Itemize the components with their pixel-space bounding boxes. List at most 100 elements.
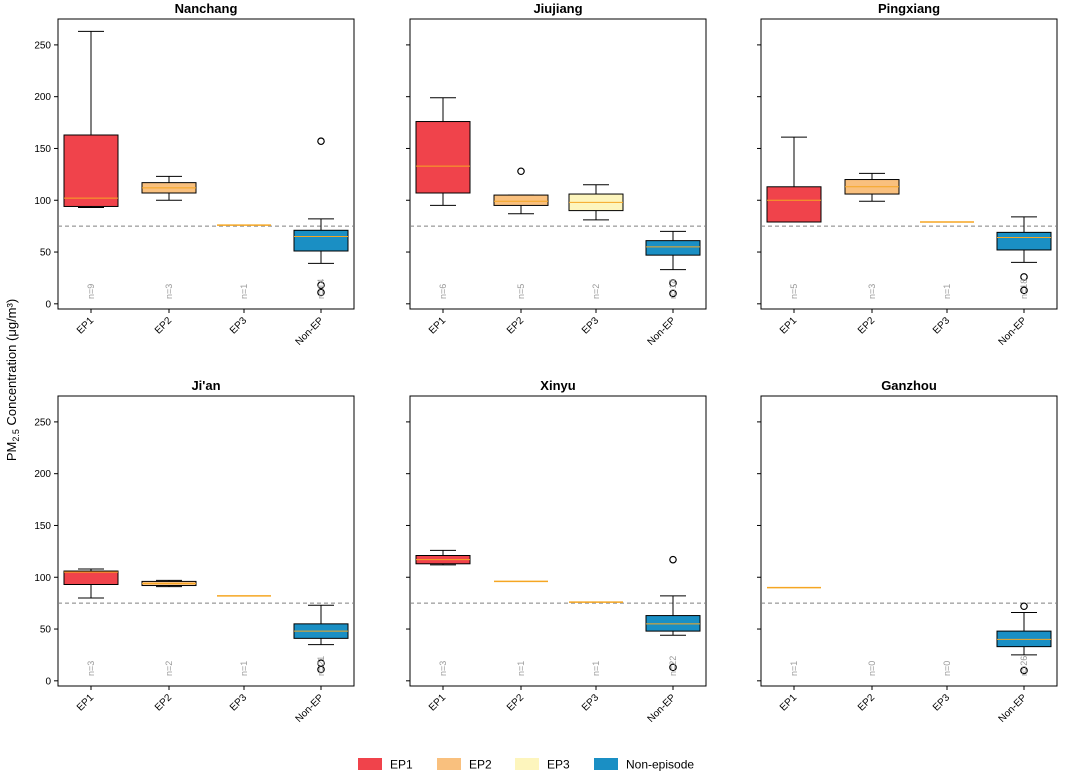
- panel-xinyu: Xinyu EP1 EP2 EP3 Non-EP n=3 n=1 n=1 n=22: [406, 378, 707, 725]
- x-tick-label: EP3: [931, 692, 952, 713]
- box-ep2: n=3: [141, 175, 197, 299]
- n-label: n=21: [316, 656, 326, 676]
- y-tick-label: 250: [34, 40, 51, 51]
- n-label: n=0: [942, 661, 952, 676]
- x-tick-label: EP2: [856, 692, 877, 713]
- x-tick-label: Non-EP: [294, 692, 327, 725]
- box-ep1: n=6: [415, 97, 471, 299]
- x-tick-label: EP1: [427, 315, 448, 336]
- x-tick-label: EP3: [228, 315, 249, 336]
- panel-frame: [409, 395, 707, 687]
- box-body: [293, 229, 349, 252]
- n-label: n=1: [239, 661, 249, 676]
- x-tick-label: Non-EP: [646, 692, 679, 725]
- box-ep1: n=9: [63, 30, 119, 299]
- y-tick-label: 150: [34, 521, 51, 532]
- x-tick-label: EP3: [580, 692, 601, 713]
- n-label: n=3: [438, 661, 448, 676]
- box-body: [645, 615, 701, 632]
- panel-frame: [760, 395, 1058, 687]
- n-label: n=2: [591, 284, 601, 299]
- x-tick-label: EP1: [778, 692, 799, 713]
- panel-frame: [760, 18, 1058, 310]
- panel-jiujiang: Jiujiang EP1 EP2 EP3 Non-EP n=6 n=5 n=2 n=14: [406, 1, 707, 348]
- box-ep2: n=2: [141, 579, 197, 676]
- box-body: [996, 630, 1052, 648]
- x-tick-label: EP2: [153, 692, 174, 713]
- box-ep1: n=5: [766, 136, 822, 299]
- n-label: n=14: [316, 279, 326, 299]
- y-axis-label: PM2.5 Concentration (μg/m³): [4, 299, 21, 461]
- panel-nanchang: Nanchang 0 50 100 150 200 250 EP1 EP2 EP3 Non-EP n=…: [34, 1, 355, 348]
- x-tick-label: Non-EP: [997, 315, 1030, 348]
- n-label: n=5: [789, 284, 799, 299]
- panel-frame: [57, 395, 355, 687]
- y-tick-label: 100: [34, 573, 51, 584]
- n-label: n=14: [668, 279, 678, 299]
- outlier-point: [1020, 286, 1028, 295]
- n-label: n=9: [86, 284, 96, 299]
- x-tick-label: EP3: [580, 315, 601, 336]
- box-non-ep: n=26: [996, 602, 1052, 676]
- legend-label: EP2: [469, 758, 492, 772]
- n-label: n=6: [438, 284, 448, 299]
- x-tick-label: EP1: [75, 692, 96, 713]
- x-tick-label: Non-EP: [294, 315, 327, 348]
- n-label: n=0: [867, 661, 877, 676]
- panel-title: Ganzhou: [881, 378, 937, 393]
- y-tick-label: 50: [40, 248, 52, 259]
- panel-frame: [57, 18, 355, 310]
- x-tick-label: EP1: [778, 315, 799, 336]
- box-ep3: n=1: [569, 601, 623, 676]
- x-tick-label: Non-EP: [646, 315, 679, 348]
- box-ep2: n=1: [494, 580, 548, 676]
- outlier-point: [317, 281, 325, 289]
- box-ep3: n=1: [217, 595, 271, 676]
- box-ep2: n=5: [493, 167, 549, 299]
- x-tick-label: EP1: [75, 315, 96, 336]
- box-body: [493, 194, 549, 206]
- panel-ji-an: Ji'an 0 50 100 150 200 250 EP1 EP2 EP3 Non-EP n=3 n=…: [34, 378, 355, 725]
- box-non-ep: n=14: [293, 137, 349, 299]
- y-tick-label: 0: [45, 299, 51, 310]
- outlier-point: [1020, 666, 1028, 675]
- legend-swatch: [437, 758, 461, 770]
- legend-item-non-episode: Non-episode: [594, 758, 694, 772]
- legend-swatch: [515, 758, 539, 770]
- legend-label: EP1: [390, 758, 413, 772]
- box-ep3: n=1: [920, 221, 974, 299]
- n-label: n=1: [789, 661, 799, 676]
- outlier-point: [669, 289, 677, 298]
- x-tick-label: Non-EP: [997, 692, 1030, 725]
- outlier-point: [317, 288, 325, 297]
- box-ep1: n=3: [63, 568, 119, 676]
- n-label: n=5: [516, 284, 526, 299]
- outlier-point: [317, 137, 325, 146]
- n-label: n=1: [591, 661, 601, 676]
- legend-item-ep3: EP3: [515, 758, 570, 772]
- box-body: [645, 240, 701, 256]
- box-ep1: n=1: [767, 586, 821, 676]
- outlier-point: [1020, 273, 1028, 281]
- legend-label: Non-episode: [626, 758, 694, 772]
- outlier-point: [517, 167, 525, 176]
- n-label: n=3: [867, 284, 877, 299]
- n-label: n=3: [164, 284, 174, 299]
- box-body: [63, 134, 119, 207]
- box-non-ep: n=18: [996, 216, 1052, 299]
- panel-frame: [409, 18, 707, 310]
- box-ep3: n=2: [568, 184, 624, 299]
- outlier-point: [669, 279, 677, 287]
- y-tick-label: 100: [34, 196, 51, 207]
- panel-pingxiang: Pingxiang EP1 EP2 EP3 Non-EP n=5 n=3 n=1 n=18: [757, 1, 1058, 348]
- box-body: [996, 231, 1052, 251]
- n-label: n=18: [1019, 279, 1029, 299]
- legend-label: EP3: [547, 758, 570, 772]
- box-non-ep: n=21: [293, 604, 349, 676]
- legend: EP1 EP2 EP3 Non-episode: [358, 758, 694, 772]
- box-body: [766, 186, 822, 223]
- box-ep3: n=1: [217, 224, 271, 299]
- panel-ganzhou: Ganzhou EP1 EP2 EP3 Non-EP n=1 n=0 n=0 n=26: [757, 378, 1058, 725]
- x-tick-label: EP3: [228, 692, 249, 713]
- legend-item-ep2: EP2: [437, 758, 492, 772]
